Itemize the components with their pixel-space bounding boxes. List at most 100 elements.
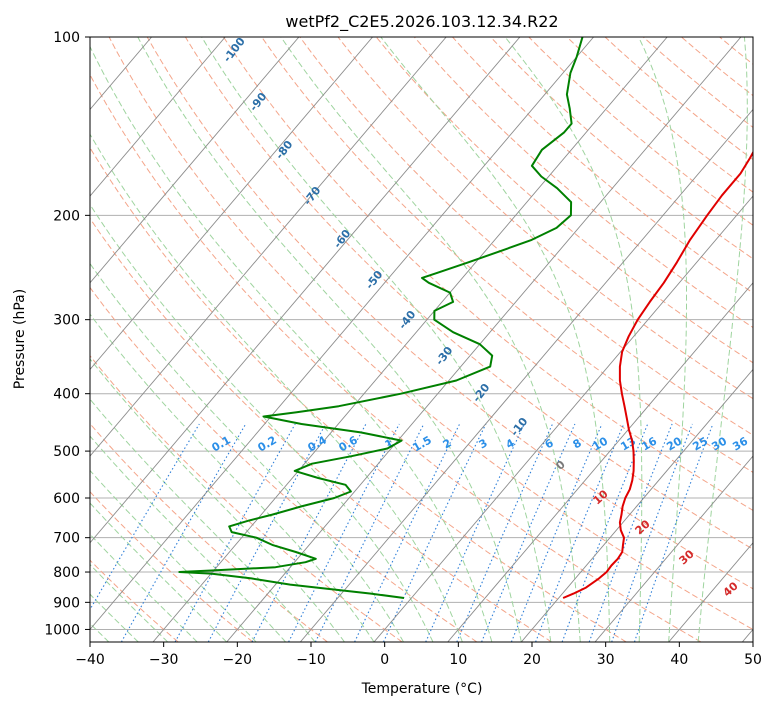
y-axis-ticks: 100 200 300 400 500 600 700 800 900 1000 (44, 30, 90, 638)
moist-adiabat-line (638, 37, 687, 642)
moist-adiabat-line (137, 37, 522, 642)
y-axis-label: Pressure (hPa) (12, 289, 28, 389)
y-tick-label: 100 (53, 30, 80, 46)
dry-adiabat-line (223, 37, 753, 512)
isotherm-line (447, 282, 753, 642)
isotherm-line (90, 37, 373, 371)
mixing-ratio-line (251, 423, 367, 642)
dry-adiabat-label: -80 (273, 138, 296, 162)
dry-adiabat-line (642, 37, 753, 129)
dry-adiabat-line (90, 286, 478, 642)
isotherm-line (226, 37, 742, 642)
dry-adiabat-line (108, 37, 753, 630)
x-tick-label: 30 (597, 652, 615, 668)
dry-adiabat-line (90, 491, 254, 642)
mixing-ratio-label: 25 (690, 435, 710, 454)
moist-adiabat-label: 40 (721, 579, 741, 599)
y-tick-label: 600 (53, 491, 80, 507)
y-tick-label: 300 (53, 313, 80, 329)
mixing-ratio-line (456, 423, 553, 642)
isotherm-line (299, 108, 753, 642)
mixing-ratio-line (535, 423, 625, 642)
y-tick-label: 1000 (44, 622, 80, 638)
dry-adiabat-label: -10 (508, 415, 531, 439)
dry-adiabat-line (146, 37, 753, 590)
isotherm-line (594, 455, 753, 642)
dewpoint-profile-line (178, 37, 584, 599)
y-tick-label: 800 (53, 565, 80, 581)
dry-adiabat-label: -90 (247, 90, 270, 114)
mixing-ratio-line (510, 423, 603, 642)
dry-adiabat-line (528, 37, 753, 226)
dry-adiabat-line (90, 146, 627, 642)
y-tick-label: 400 (53, 387, 80, 403)
plot-frame (89, 36, 754, 643)
chart-title: wetPf2_C2E5.2026.103.12.34.R22 (285, 12, 558, 32)
mixing-ratio-label: 36 (730, 434, 750, 453)
dry-adiabat-line (90, 354, 403, 642)
isotherm-line (90, 37, 447, 457)
y-tick-label: 500 (53, 444, 80, 460)
moist-adiabat-line (90, 133, 463, 642)
y-tick-label: 200 (53, 208, 80, 224)
mixing-ratio-line (633, 423, 714, 642)
x-tick-label: 50 (744, 652, 762, 668)
mixing-ratio-line (425, 423, 525, 642)
moist-adiabat-line (697, 37, 748, 642)
mixing-ratio-line (354, 423, 461, 642)
x-tick-label: −30 (149, 652, 179, 668)
isotherm-line (90, 37, 594, 631)
isotherm-line (90, 37, 300, 284)
mixing-ratio-label: 10 (590, 434, 610, 453)
dry-adiabat-label: -30 (433, 344, 456, 368)
dry-adiabat-line (90, 217, 552, 642)
isotherm-line (373, 195, 753, 642)
moist-adiabat-line (90, 502, 228, 642)
mixing-ratio-line (382, 423, 487, 642)
dry-adiabat-line (90, 73, 702, 642)
mixing-ratio-label: 8 (571, 436, 584, 451)
moist-adiabat-line (90, 469, 257, 642)
dry-adiabat-line (261, 37, 753, 473)
moist-adiabat-line (90, 435, 286, 642)
moist-adiabat-line (90, 398, 316, 642)
x-tick-label: 10 (449, 652, 467, 668)
mixing-ratio-line (481, 423, 576, 642)
mixing-ratio-line (90, 423, 200, 611)
dry-adiabat-line (299, 37, 753, 436)
isotherm-line (90, 37, 521, 544)
mixing-ratio-label: 16 (639, 434, 659, 453)
dry-adiabat-line (337, 37, 753, 400)
y-tick-label: 900 (53, 595, 80, 611)
moist-adiabat-line (380, 37, 611, 642)
x-axis-ticks: −40 −30 −20 −10 0 10 20 30 40 50 (75, 642, 762, 668)
dry-adiabat-line (490, 37, 753, 260)
dry-adiabat-line (90, 423, 328, 642)
mixing-ratio-line (314, 423, 425, 642)
dry-adiabat-line (90, 559, 179, 642)
dry-adiabat-label: -50 (363, 268, 386, 292)
y-tick-label: 700 (53, 531, 80, 547)
dry-adiabat-line (375, 37, 753, 364)
moist-adiabat-label: 20 (633, 517, 653, 537)
x-axis-label: Temperature (°C) (361, 681, 483, 697)
x-tick-label: −40 (75, 652, 105, 668)
isotherm-line (520, 368, 753, 642)
profile-series (178, 37, 753, 599)
mixing-ratio-label: 3 (477, 436, 490, 451)
mixing-ratio-line (174, 423, 296, 642)
moist-adiabat-line (90, 313, 375, 642)
mixing-ratio-line (207, 423, 327, 642)
moist-adiabat-line (90, 358, 345, 642)
isotherm-line (152, 37, 668, 642)
moist-adiabat-line (90, 262, 404, 642)
mixing-ratio-line (288, 423, 400, 642)
isotherms (0, 37, 753, 642)
line-labels: 0.1 0.2 0.4 0.6 1 1.5 2 3 4 6 8 10 13 16 20 25 30 36-100-… (210, 37, 751, 599)
temperature-profile-line (562, 150, 753, 599)
plot-area: 0.1 0.2 0.4 0.6 1 1.5 2 3 4 6 8 10 13 16 20 25 30 36-100-… (0, 37, 753, 642)
isotherm-line (0, 37, 4, 642)
horizontal-gridlines (90, 37, 753, 630)
moist-adiabat-line (504, 37, 643, 642)
